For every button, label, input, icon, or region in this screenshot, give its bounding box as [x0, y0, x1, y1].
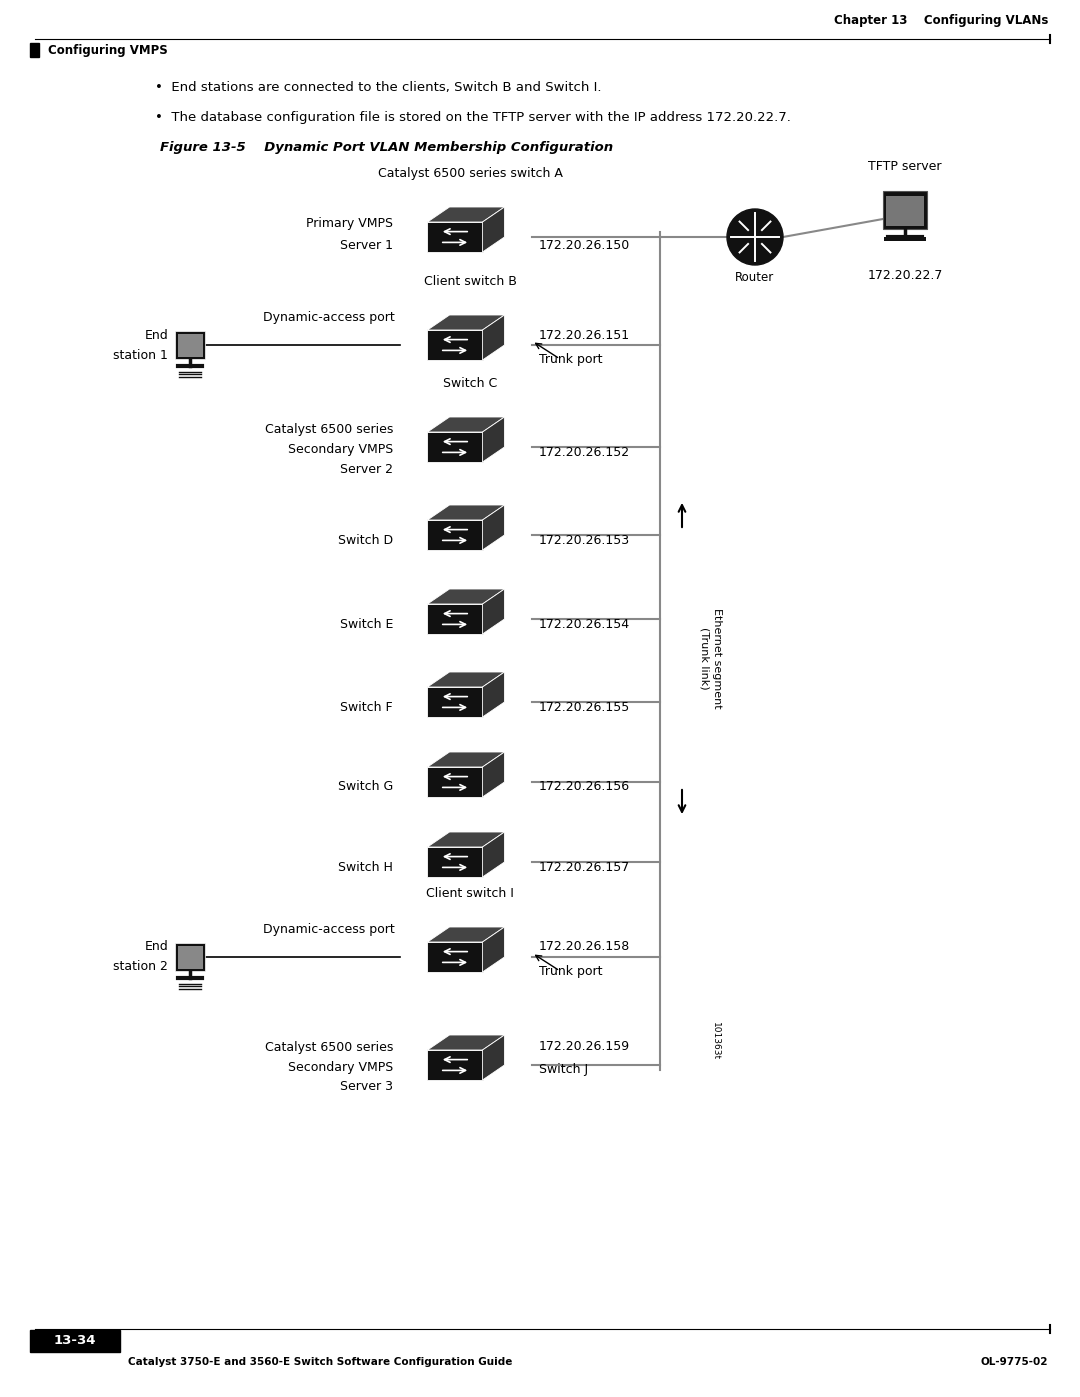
Text: Figure 13-5    Dynamic Port VLAN Membership Configuration: Figure 13-5 Dynamic Port VLAN Membership…	[160, 141, 613, 154]
Polygon shape	[428, 520, 483, 550]
Text: OL-9775-02: OL-9775-02	[981, 1356, 1048, 1368]
Polygon shape	[428, 222, 483, 251]
Text: Server 2: Server 2	[340, 462, 393, 475]
Text: 172.20.22.7: 172.20.22.7	[867, 270, 943, 282]
Polygon shape	[428, 752, 504, 767]
Text: 13-34: 13-34	[54, 1334, 96, 1348]
Polygon shape	[483, 314, 504, 360]
Polygon shape	[428, 504, 504, 520]
Polygon shape	[428, 314, 504, 330]
Polygon shape	[883, 191, 927, 229]
Text: 172.20.26.159: 172.20.26.159	[539, 1041, 630, 1053]
Text: Switch H: Switch H	[338, 861, 393, 873]
Polygon shape	[483, 416, 504, 462]
Polygon shape	[483, 504, 504, 550]
Polygon shape	[483, 752, 504, 798]
Text: 172.20.26.152: 172.20.26.152	[539, 446, 630, 458]
Polygon shape	[177, 334, 203, 356]
Text: Dynamic-access port: Dynamic-access port	[264, 922, 395, 936]
Polygon shape	[483, 833, 504, 877]
Text: Server 3: Server 3	[340, 1080, 393, 1094]
Polygon shape	[428, 416, 504, 432]
Polygon shape	[428, 1035, 504, 1051]
Text: 172.20.26.150: 172.20.26.150	[539, 239, 631, 251]
Text: Secondary VMPS: Secondary VMPS	[287, 443, 393, 455]
Text: Router: Router	[735, 271, 774, 284]
Polygon shape	[177, 946, 203, 968]
Polygon shape	[483, 672, 504, 717]
Text: Switch F: Switch F	[340, 700, 393, 714]
Polygon shape	[428, 833, 504, 847]
Text: Configuring VMPS: Configuring VMPS	[48, 43, 167, 56]
Polygon shape	[428, 942, 483, 972]
Bar	[30, 1330, 120, 1352]
Polygon shape	[428, 847, 483, 877]
Text: 172.20.26.154: 172.20.26.154	[539, 617, 630, 630]
Text: Catalyst 3750-E and 3560-E Switch Software Configuration Guide: Catalyst 3750-E and 3560-E Switch Softwa…	[129, 1356, 512, 1368]
Text: Trunk port: Trunk port	[539, 352, 603, 366]
Polygon shape	[175, 331, 205, 359]
Text: station 1: station 1	[113, 348, 168, 362]
Text: Client switch B: Client switch B	[423, 275, 516, 288]
Text: Switch J: Switch J	[539, 1063, 589, 1077]
Text: 101363t: 101363t	[711, 1023, 719, 1060]
Polygon shape	[483, 590, 504, 634]
Polygon shape	[428, 330, 483, 360]
Polygon shape	[428, 604, 483, 634]
Polygon shape	[883, 236, 927, 242]
Text: Trunk port: Trunk port	[539, 964, 603, 978]
Polygon shape	[428, 432, 483, 462]
Text: station 2: station 2	[113, 961, 168, 974]
Text: Switch D: Switch D	[338, 534, 393, 546]
Text: Switch E: Switch E	[339, 617, 393, 630]
Text: Server 1: Server 1	[340, 239, 393, 251]
Polygon shape	[483, 1035, 504, 1080]
Text: Ethernet segment
(Trunk link): Ethernet segment (Trunk link)	[700, 608, 721, 708]
Text: Catalyst 6500 series: Catalyst 6500 series	[265, 422, 393, 436]
Text: Switch C: Switch C	[443, 377, 497, 390]
Polygon shape	[428, 767, 483, 798]
Text: Primary VMPS: Primary VMPS	[306, 217, 393, 229]
Text: Dynamic-access port: Dynamic-access port	[264, 310, 395, 324]
Polygon shape	[428, 590, 504, 604]
Text: Secondary VMPS: Secondary VMPS	[287, 1060, 393, 1073]
Text: •  The database configuration file is stored on the TFTP server with the IP addr: • The database configuration file is sto…	[156, 110, 791, 123]
Text: 172.20.26.157: 172.20.26.157	[539, 861, 631, 873]
Text: Chapter 13    Configuring VLANs: Chapter 13 Configuring VLANs	[834, 14, 1048, 27]
Text: Client switch I: Client switch I	[427, 887, 514, 900]
Text: Switch G: Switch G	[338, 781, 393, 793]
Text: 172.20.26.153: 172.20.26.153	[539, 534, 630, 546]
Polygon shape	[428, 672, 504, 687]
Text: 172.20.26.155: 172.20.26.155	[539, 700, 631, 714]
Text: End: End	[145, 940, 168, 954]
Text: 172.20.26.156: 172.20.26.156	[539, 781, 630, 793]
Polygon shape	[483, 207, 504, 251]
Polygon shape	[428, 1051, 483, 1080]
Text: End: End	[145, 328, 168, 341]
Text: •  End stations are connected to the clients, Switch B and Switch I.: • End stations are connected to the clie…	[156, 81, 602, 94]
Text: 172.20.26.158: 172.20.26.158	[539, 940, 631, 954]
Text: Catalyst 6500 series: Catalyst 6500 series	[265, 1041, 393, 1053]
Polygon shape	[483, 928, 504, 972]
Text: TFTP server: TFTP server	[868, 161, 942, 173]
Polygon shape	[428, 687, 483, 717]
Polygon shape	[428, 207, 504, 222]
Text: Catalyst 6500 series switch A: Catalyst 6500 series switch A	[378, 168, 563, 180]
Polygon shape	[428, 928, 504, 942]
Bar	[30, 43, 39, 57]
Polygon shape	[175, 943, 205, 971]
Text: 172.20.26.151: 172.20.26.151	[539, 328, 630, 341]
Polygon shape	[886, 196, 924, 226]
Circle shape	[727, 210, 783, 265]
